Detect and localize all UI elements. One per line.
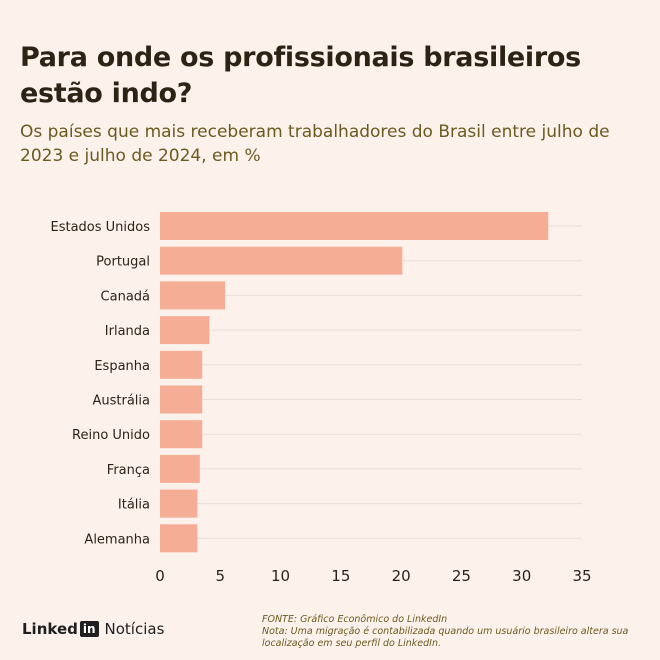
bar bbox=[160, 246, 403, 275]
source-text: FONTE: Gráfico Econômico do LinkedIn bbox=[262, 614, 448, 625]
category-label: Irlanda bbox=[105, 324, 150, 339]
bar-chart: Estados Unidos Portugal Canadá Irlanda Espan… bbox=[50, 212, 592, 585]
x-tick-label: 0 bbox=[155, 567, 165, 585]
category-label: Canadá bbox=[101, 289, 150, 304]
category-label: Reino Unido bbox=[72, 428, 150, 443]
linkedin-news-logo: Linked in Notícias bbox=[22, 620, 164, 638]
category-label: Itália bbox=[118, 498, 150, 513]
x-tick-label: 25 bbox=[452, 567, 471, 585]
x-tick-label: 35 bbox=[572, 567, 591, 585]
category-label: França bbox=[107, 463, 150, 478]
bar bbox=[160, 489, 198, 518]
x-tick-label: 30 bbox=[512, 567, 531, 585]
chart-title: Para onde os profissionais brasileiros e… bbox=[20, 42, 581, 109]
bar bbox=[160, 385, 203, 414]
brand-text: Linked bbox=[22, 620, 78, 638]
x-tick-label: 10 bbox=[271, 567, 290, 585]
bar bbox=[160, 350, 203, 379]
chart-subtitle: Os países que mais receberam trabalhador… bbox=[20, 122, 610, 166]
section-label: Notícias bbox=[104, 620, 165, 638]
bar bbox=[160, 420, 203, 449]
bar bbox=[160, 454, 200, 483]
category-label: Portugal bbox=[96, 255, 150, 270]
category-label: Alemanha bbox=[84, 532, 150, 547]
bar bbox=[160, 316, 210, 345]
source-note: FONTE: Gráfico Econômico do LinkedIn Not… bbox=[262, 614, 652, 650]
bar bbox=[160, 281, 226, 310]
linkedin-icon: in bbox=[79, 621, 99, 637]
category-label: Austrália bbox=[92, 394, 150, 409]
x-tick-label: 20 bbox=[392, 567, 411, 585]
category-label: Estados Unidos bbox=[50, 220, 150, 235]
x-tick-label: 5 bbox=[216, 567, 226, 585]
x-tick-label: 15 bbox=[331, 567, 350, 585]
bar bbox=[160, 524, 198, 553]
note-text: Nota: Uma migração é contabilizada quand… bbox=[262, 626, 629, 649]
bar bbox=[160, 212, 549, 240]
category-label: Espanha bbox=[94, 359, 150, 374]
